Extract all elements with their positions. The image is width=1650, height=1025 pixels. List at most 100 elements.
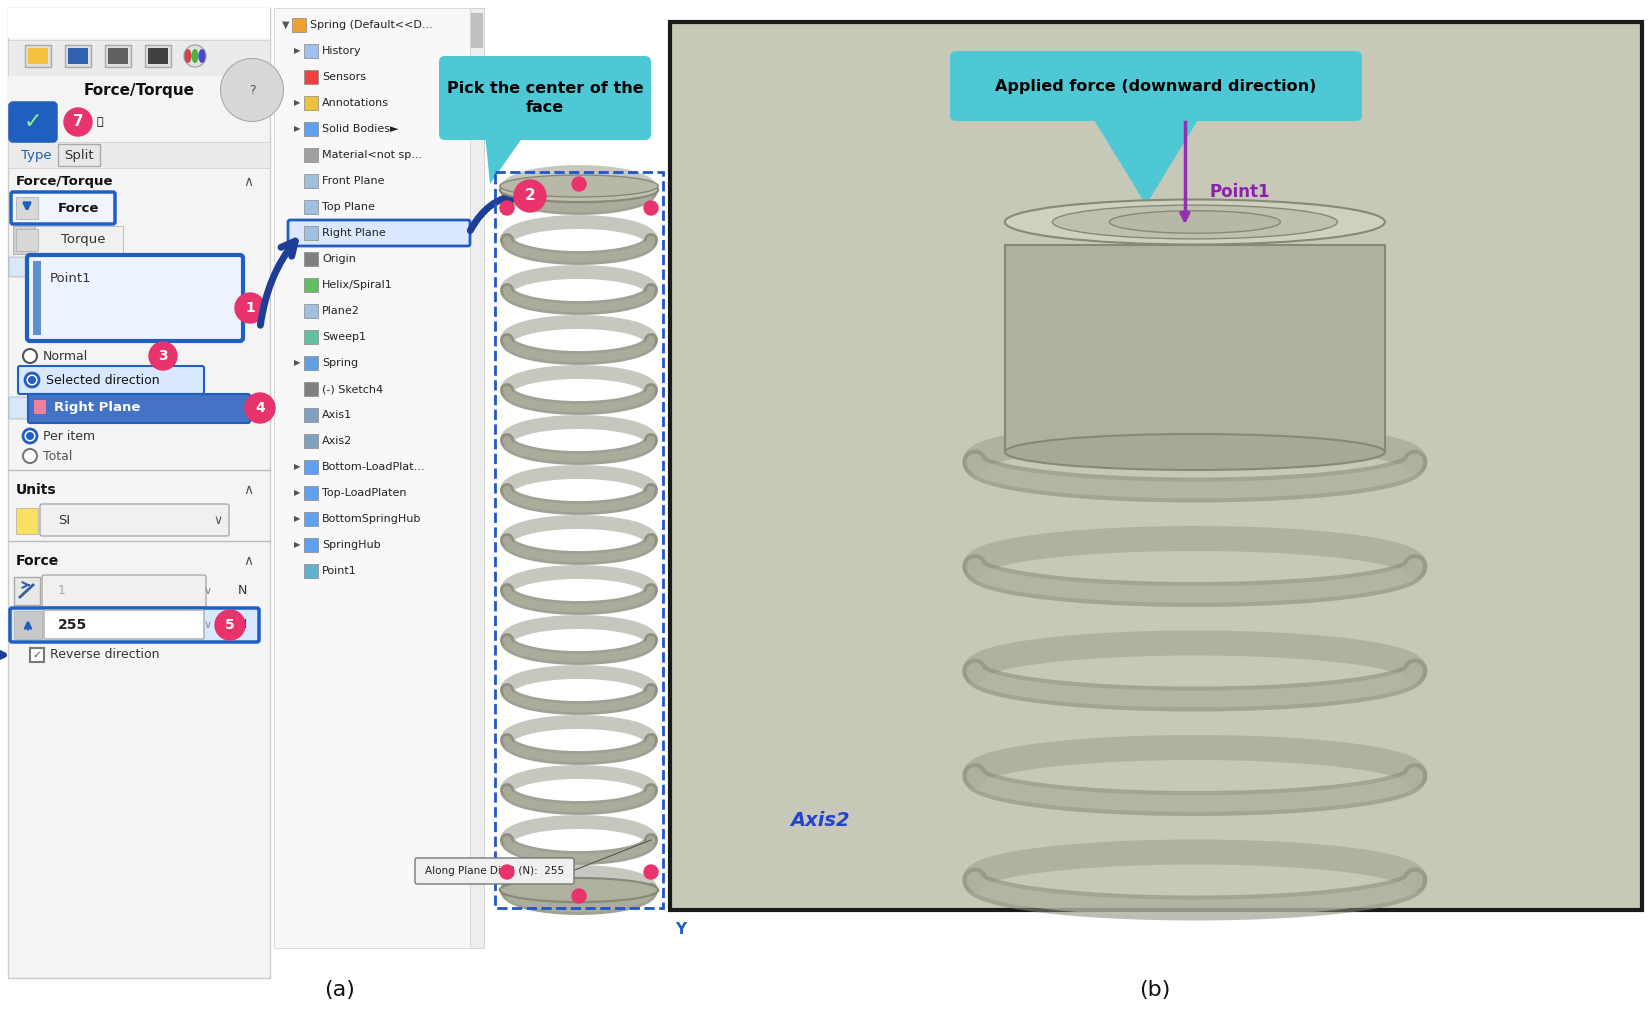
Text: Point1: Point1 (322, 566, 356, 576)
Bar (304, 330, 318, 344)
Circle shape (64, 108, 92, 136)
Text: Axis2: Axis2 (322, 436, 351, 446)
Circle shape (23, 449, 36, 463)
Text: History: History (322, 46, 361, 56)
Circle shape (214, 610, 244, 640)
Ellipse shape (185, 49, 191, 63)
Bar (304, 434, 318, 448)
Text: Force: Force (58, 202, 99, 214)
Text: ✓: ✓ (23, 112, 43, 132)
Bar (304, 252, 318, 266)
FancyBboxPatch shape (28, 394, 251, 423)
Bar (304, 512, 318, 526)
Text: Origin: Origin (322, 254, 356, 264)
Ellipse shape (191, 49, 198, 63)
Text: Torque: Torque (61, 234, 106, 246)
FancyBboxPatch shape (41, 575, 206, 607)
Bar (8, 76, 271, 104)
Bar (304, 460, 318, 474)
Text: ▶: ▶ (294, 98, 300, 108)
Text: Point1: Point1 (50, 272, 92, 285)
FancyBboxPatch shape (289, 220, 470, 246)
Circle shape (500, 201, 515, 215)
Text: ∨: ∨ (205, 586, 213, 596)
Text: BottomSpringHub: BottomSpringHub (322, 514, 421, 524)
Bar (145, 45, 172, 67)
Bar (8, 40, 271, 76)
Bar (16, 508, 38, 534)
Text: ✓: ✓ (33, 650, 41, 660)
FancyBboxPatch shape (45, 610, 205, 639)
Bar (64, 45, 91, 67)
Ellipse shape (500, 175, 658, 197)
Bar (304, 538, 318, 552)
Text: Right Plane: Right Plane (322, 228, 386, 238)
Circle shape (26, 432, 35, 440)
Bar (16, 229, 38, 251)
Bar (68, 48, 87, 64)
Text: Per item: Per item (43, 429, 96, 443)
Ellipse shape (500, 878, 658, 902)
Text: Pick the center of the
face: Pick the center of the face (447, 81, 644, 116)
Text: 7: 7 (73, 115, 82, 129)
Text: Annotations: Annotations (322, 98, 389, 108)
Circle shape (28, 376, 36, 384)
Bar (8, 8, 271, 38)
Text: 1: 1 (58, 584, 66, 598)
Text: ∨: ∨ (205, 620, 213, 630)
FancyBboxPatch shape (12, 192, 116, 224)
FancyBboxPatch shape (10, 608, 259, 642)
Text: ▶: ▶ (294, 124, 300, 133)
Circle shape (573, 177, 586, 191)
FancyBboxPatch shape (26, 255, 243, 341)
Bar (470, 8, 483, 948)
Bar (13, 611, 41, 639)
Circle shape (234, 293, 266, 323)
Bar (13, 577, 40, 605)
Bar (304, 70, 318, 84)
Text: Force/Torque: Force/Torque (16, 175, 114, 189)
Text: Split: Split (64, 149, 94, 162)
Text: ▶: ▶ (294, 540, 300, 549)
Text: ∧: ∧ (243, 483, 252, 497)
Circle shape (25, 373, 40, 387)
Text: Point1: Point1 (1209, 183, 1270, 201)
Text: 2: 2 (525, 189, 535, 204)
Text: ▶: ▶ (294, 515, 300, 524)
Bar (58, 144, 101, 166)
Text: (-) Sketch4: (-) Sketch4 (322, 384, 383, 394)
Text: Reverse direction: Reverse direction (50, 649, 160, 661)
Ellipse shape (1053, 205, 1338, 239)
Text: Selected direction: Selected direction (46, 373, 160, 386)
Text: 📌: 📌 (97, 117, 104, 127)
Bar (304, 96, 318, 110)
Text: 5: 5 (224, 618, 234, 632)
Bar (304, 122, 318, 136)
Circle shape (148, 342, 177, 370)
Text: Bottom-LoadPlat...: Bottom-LoadPlat... (322, 462, 426, 472)
Text: 1: 1 (246, 301, 254, 315)
Text: 3: 3 (158, 348, 168, 363)
Bar (16, 197, 38, 219)
Polygon shape (1091, 115, 1201, 205)
Bar (304, 304, 318, 318)
Text: Normal: Normal (43, 350, 87, 363)
Text: Front Plane: Front Plane (322, 176, 384, 186)
Text: N: N (238, 584, 248, 598)
FancyBboxPatch shape (8, 257, 30, 277)
Text: Force: Force (16, 554, 59, 568)
Ellipse shape (1109, 211, 1280, 234)
Ellipse shape (1005, 434, 1384, 470)
Text: N: N (238, 618, 248, 631)
Text: Material<not sp...: Material<not sp... (322, 150, 422, 160)
Circle shape (185, 45, 206, 67)
Text: Type: Type (21, 149, 51, 162)
Bar (304, 564, 318, 578)
Bar (13, 226, 124, 254)
Text: Sensors: Sensors (322, 72, 366, 82)
FancyBboxPatch shape (8, 397, 30, 419)
Bar (470, 13, 483, 48)
Bar (304, 148, 318, 162)
Text: Total: Total (43, 450, 73, 462)
Text: ∨: ∨ (213, 514, 223, 527)
